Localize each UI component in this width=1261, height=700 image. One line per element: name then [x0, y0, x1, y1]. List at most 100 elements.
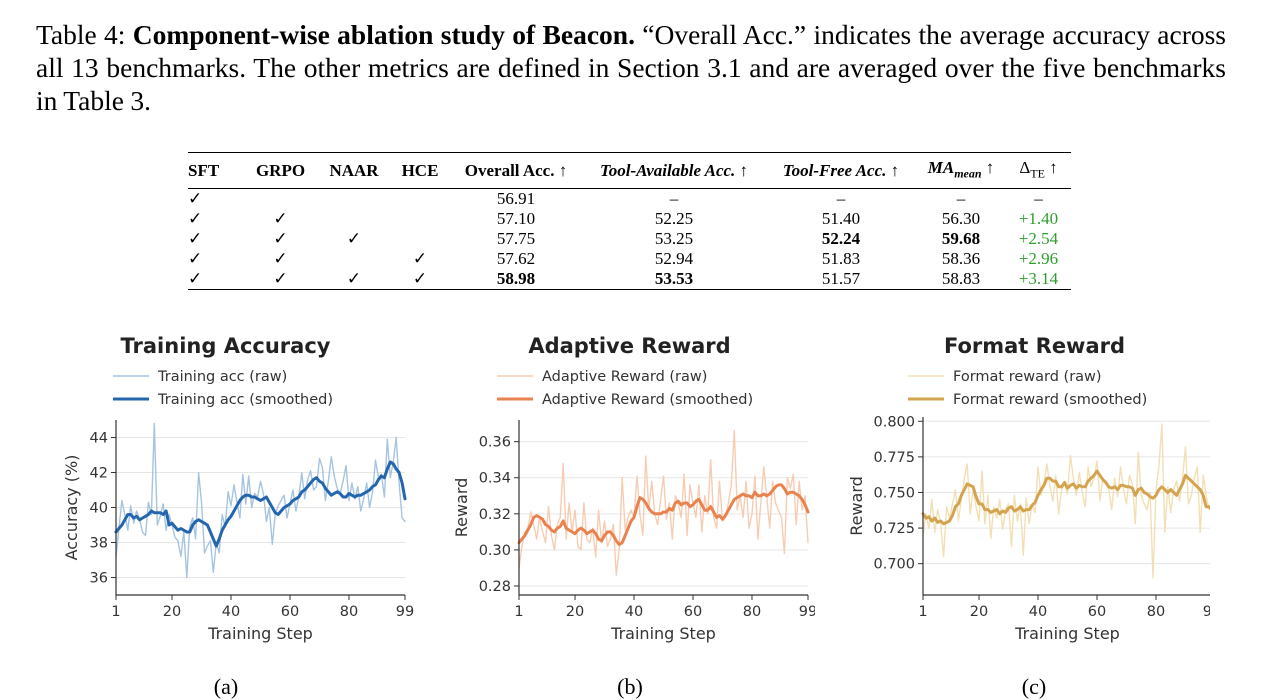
y-tick-label: 0.800	[873, 414, 915, 430]
table-row: ✓ 56.91 – – – –	[188, 189, 1071, 210]
table-row: ✓ ✓ 57.10 52.25 51.40 56.30 +1.40	[188, 209, 1071, 229]
cell-dte: +1.40	[1018, 209, 1059, 229]
x-tick-label: 60	[684, 604, 702, 620]
table-header-row: SFT GRPO NAAR HCE Overall Acc. ↑ Tool-Av…	[188, 152, 1071, 189]
header-delta-te: ΔTE ↑	[1006, 153, 1071, 189]
chart-svg: Adaptive Reward Adaptive Reward (raw) Adap…	[452, 334, 817, 643]
chart-format-reward: Format Reward Format reward (raw) Format r…	[847, 325, 1221, 655]
x-tick-label: 1	[514, 604, 523, 620]
x-tick-label: 20	[970, 604, 988, 620]
cell-naar: ✓	[346, 229, 362, 249]
cell-grpo: ✓	[273, 209, 288, 229]
table-row: ✓ ✓ ✓ ✓ 58.98 53.53 51.57 58.83 +3.14	[188, 269, 1071, 290]
cell-grpo: ✓	[273, 269, 288, 289]
x-tick-label: 99	[799, 604, 815, 620]
header-grpo: GRPO	[255, 160, 306, 180]
chart-title: Adaptive Reward	[528, 334, 730, 358]
cell-dte: +3.14	[1018, 269, 1059, 289]
cell-ma: 58.83	[941, 269, 981, 289]
series-line-raw	[922, 423, 1213, 579]
y-axis-label: Reward	[850, 476, 866, 536]
cell-tool-avail: 53.53	[654, 269, 694, 289]
ma-arrow: ↑	[981, 158, 995, 177]
y-tick-label: 38	[90, 536, 108, 552]
y-tick-label: 44	[90, 431, 108, 447]
cell-sft: ✓	[188, 209, 203, 229]
axis-spines	[518, 420, 808, 596]
x-tick-label: 40	[1029, 604, 1047, 620]
y-tick-label: 36	[90, 571, 108, 587]
cell-sft: ✓	[188, 249, 203, 269]
y-axis-label: Reward	[455, 478, 471, 538]
chart-svg: Format Reward Format reward (raw) Format r…	[847, 334, 1221, 643]
cell-naar	[318, 209, 390, 229]
cell-ma: 56.30	[941, 209, 981, 229]
x-tick-label: 40	[222, 604, 240, 620]
y-tick-label: 40	[90, 501, 108, 517]
x-axis-label: Training Step	[1014, 624, 1120, 643]
y-tick-label: 0.36	[479, 435, 511, 451]
axis-spines	[922, 417, 1212, 596]
cell-ma: 59.68	[941, 229, 981, 249]
cell-ma: –	[956, 189, 966, 209]
x-tick-label: 99	[1203, 604, 1210, 620]
cell-overall: 57.10	[496, 209, 536, 229]
series-line-smooth	[114, 460, 407, 548]
cell-hce: ✓	[412, 269, 428, 289]
caption-label: Table 4:	[36, 19, 126, 50]
x-tick-label: 80	[340, 604, 358, 620]
cell-overall: 57.75	[496, 229, 536, 249]
header-naar: NAAR	[329, 160, 379, 180]
x-tick-label: 20	[566, 604, 584, 620]
x-tick-label: 60	[1088, 604, 1106, 620]
cell-grpo: ✓	[273, 229, 288, 249]
table-row: ✓ ✓ ✓ 57.62 52.94 51.83 58.36 +2.96	[188, 249, 1071, 269]
cell-grpo: ✓	[273, 249, 288, 269]
subfigure-label-c: (c)	[1021, 674, 1047, 699]
cell-tool-free: 51.40	[821, 209, 861, 229]
y-tick-label: 42	[90, 466, 108, 482]
chart-training-accuracy: Training Accuracy Training acc (raw) Train…	[55, 325, 415, 655]
chart-title: Training Accuracy	[121, 334, 331, 358]
caption-body: “Overall Acc.” indicates the average acc…	[36, 19, 1227, 116]
subfigure-label-a: (a)	[213, 674, 239, 699]
header-tool-free-acc: Tool-Free Acc. ↑	[782, 160, 900, 180]
cell-hce	[390, 229, 450, 249]
y-axis-label: Accuracy (%)	[62, 455, 81, 561]
subfigure-label-b: (b)	[617, 674, 643, 699]
cell-tool-free: 51.57	[821, 269, 861, 289]
cell-sft: ✓	[188, 269, 203, 289]
series-line-raw	[518, 430, 809, 576]
cell-tool-avail: 52.25	[654, 209, 694, 229]
x-axis-label: Training Step	[610, 624, 716, 643]
x-tick-label: 1	[918, 604, 927, 620]
cell-hce	[390, 209, 450, 229]
series-line-smooth	[921, 469, 1214, 526]
header-ma-mean: MAmean ↑	[916, 153, 1006, 189]
x-tick-label: 99	[396, 604, 414, 620]
dte-main: Δ	[1019, 158, 1031, 177]
x-tick-label: 1	[111, 604, 120, 620]
y-tick-label: 0.750	[873, 485, 915, 501]
cell-naar	[318, 189, 390, 210]
cell-tool-free: –	[836, 189, 846, 209]
y-tick-label: 0.725	[873, 521, 915, 537]
chart-svg: Training Accuracy Training acc (raw) Train…	[62, 334, 414, 643]
cell-overall: 57.62	[496, 249, 536, 269]
cell-tool-avail: 53.25	[654, 229, 694, 249]
header-tool-available-acc: Tool-Available Acc. ↑	[599, 160, 749, 180]
x-tick-label: 40	[625, 604, 643, 620]
table-caption: Table 4: Component-wise ablation study o…	[36, 18, 1226, 117]
header-hce: HCE	[401, 160, 439, 180]
cell-tool-free: 51.83	[821, 249, 861, 269]
legend-label-raw: Format reward (raw)	[953, 369, 1102, 385]
legend-label-smooth: Adaptive Reward (smoothed)	[542, 392, 753, 408]
cell-naar	[318, 249, 390, 269]
cell-dte: +2.96	[1018, 249, 1059, 269]
y-tick-label: 0.32	[479, 507, 511, 523]
dte-arrow: ↑	[1044, 158, 1058, 177]
legend-label-smooth: Format reward (smoothed)	[953, 392, 1147, 408]
chart-adaptive-reward: Adaptive Reward Adaptive Reward (raw) Adap…	[452, 325, 817, 655]
cell-grpo	[243, 189, 318, 210]
header-sft: SFT	[188, 160, 220, 180]
